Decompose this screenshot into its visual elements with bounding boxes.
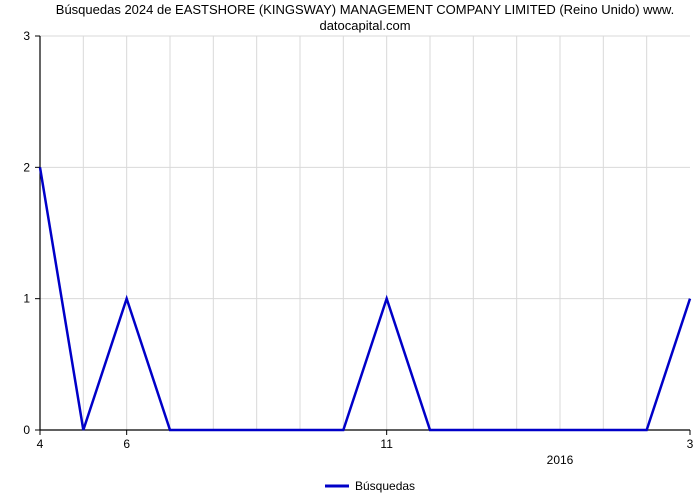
x-tick-label: 6 — [123, 437, 130, 451]
x-tick-label: 3 — [687, 437, 694, 451]
chart-title-line1: Búsquedas 2024 de EASTSHORE (KINGSWAY) M… — [56, 2, 674, 17]
y-tick-label: 3 — [23, 29, 30, 43]
x-tick-label: 11 — [380, 437, 393, 451]
x-tick-label: 4 — [37, 437, 44, 451]
x-secondary-label: 2016 — [547, 453, 574, 467]
line-chart: Búsquedas 2024 de EASTSHORE (KINGSWAY) M… — [0, 0, 700, 500]
chart-title-line2: datocapital.com — [319, 18, 410, 33]
y-tick-label: 2 — [23, 160, 30, 174]
y-tick-label: 0 — [23, 423, 30, 437]
legend-label: Búsquedas — [355, 479, 415, 493]
y-tick-label: 1 — [23, 292, 30, 306]
